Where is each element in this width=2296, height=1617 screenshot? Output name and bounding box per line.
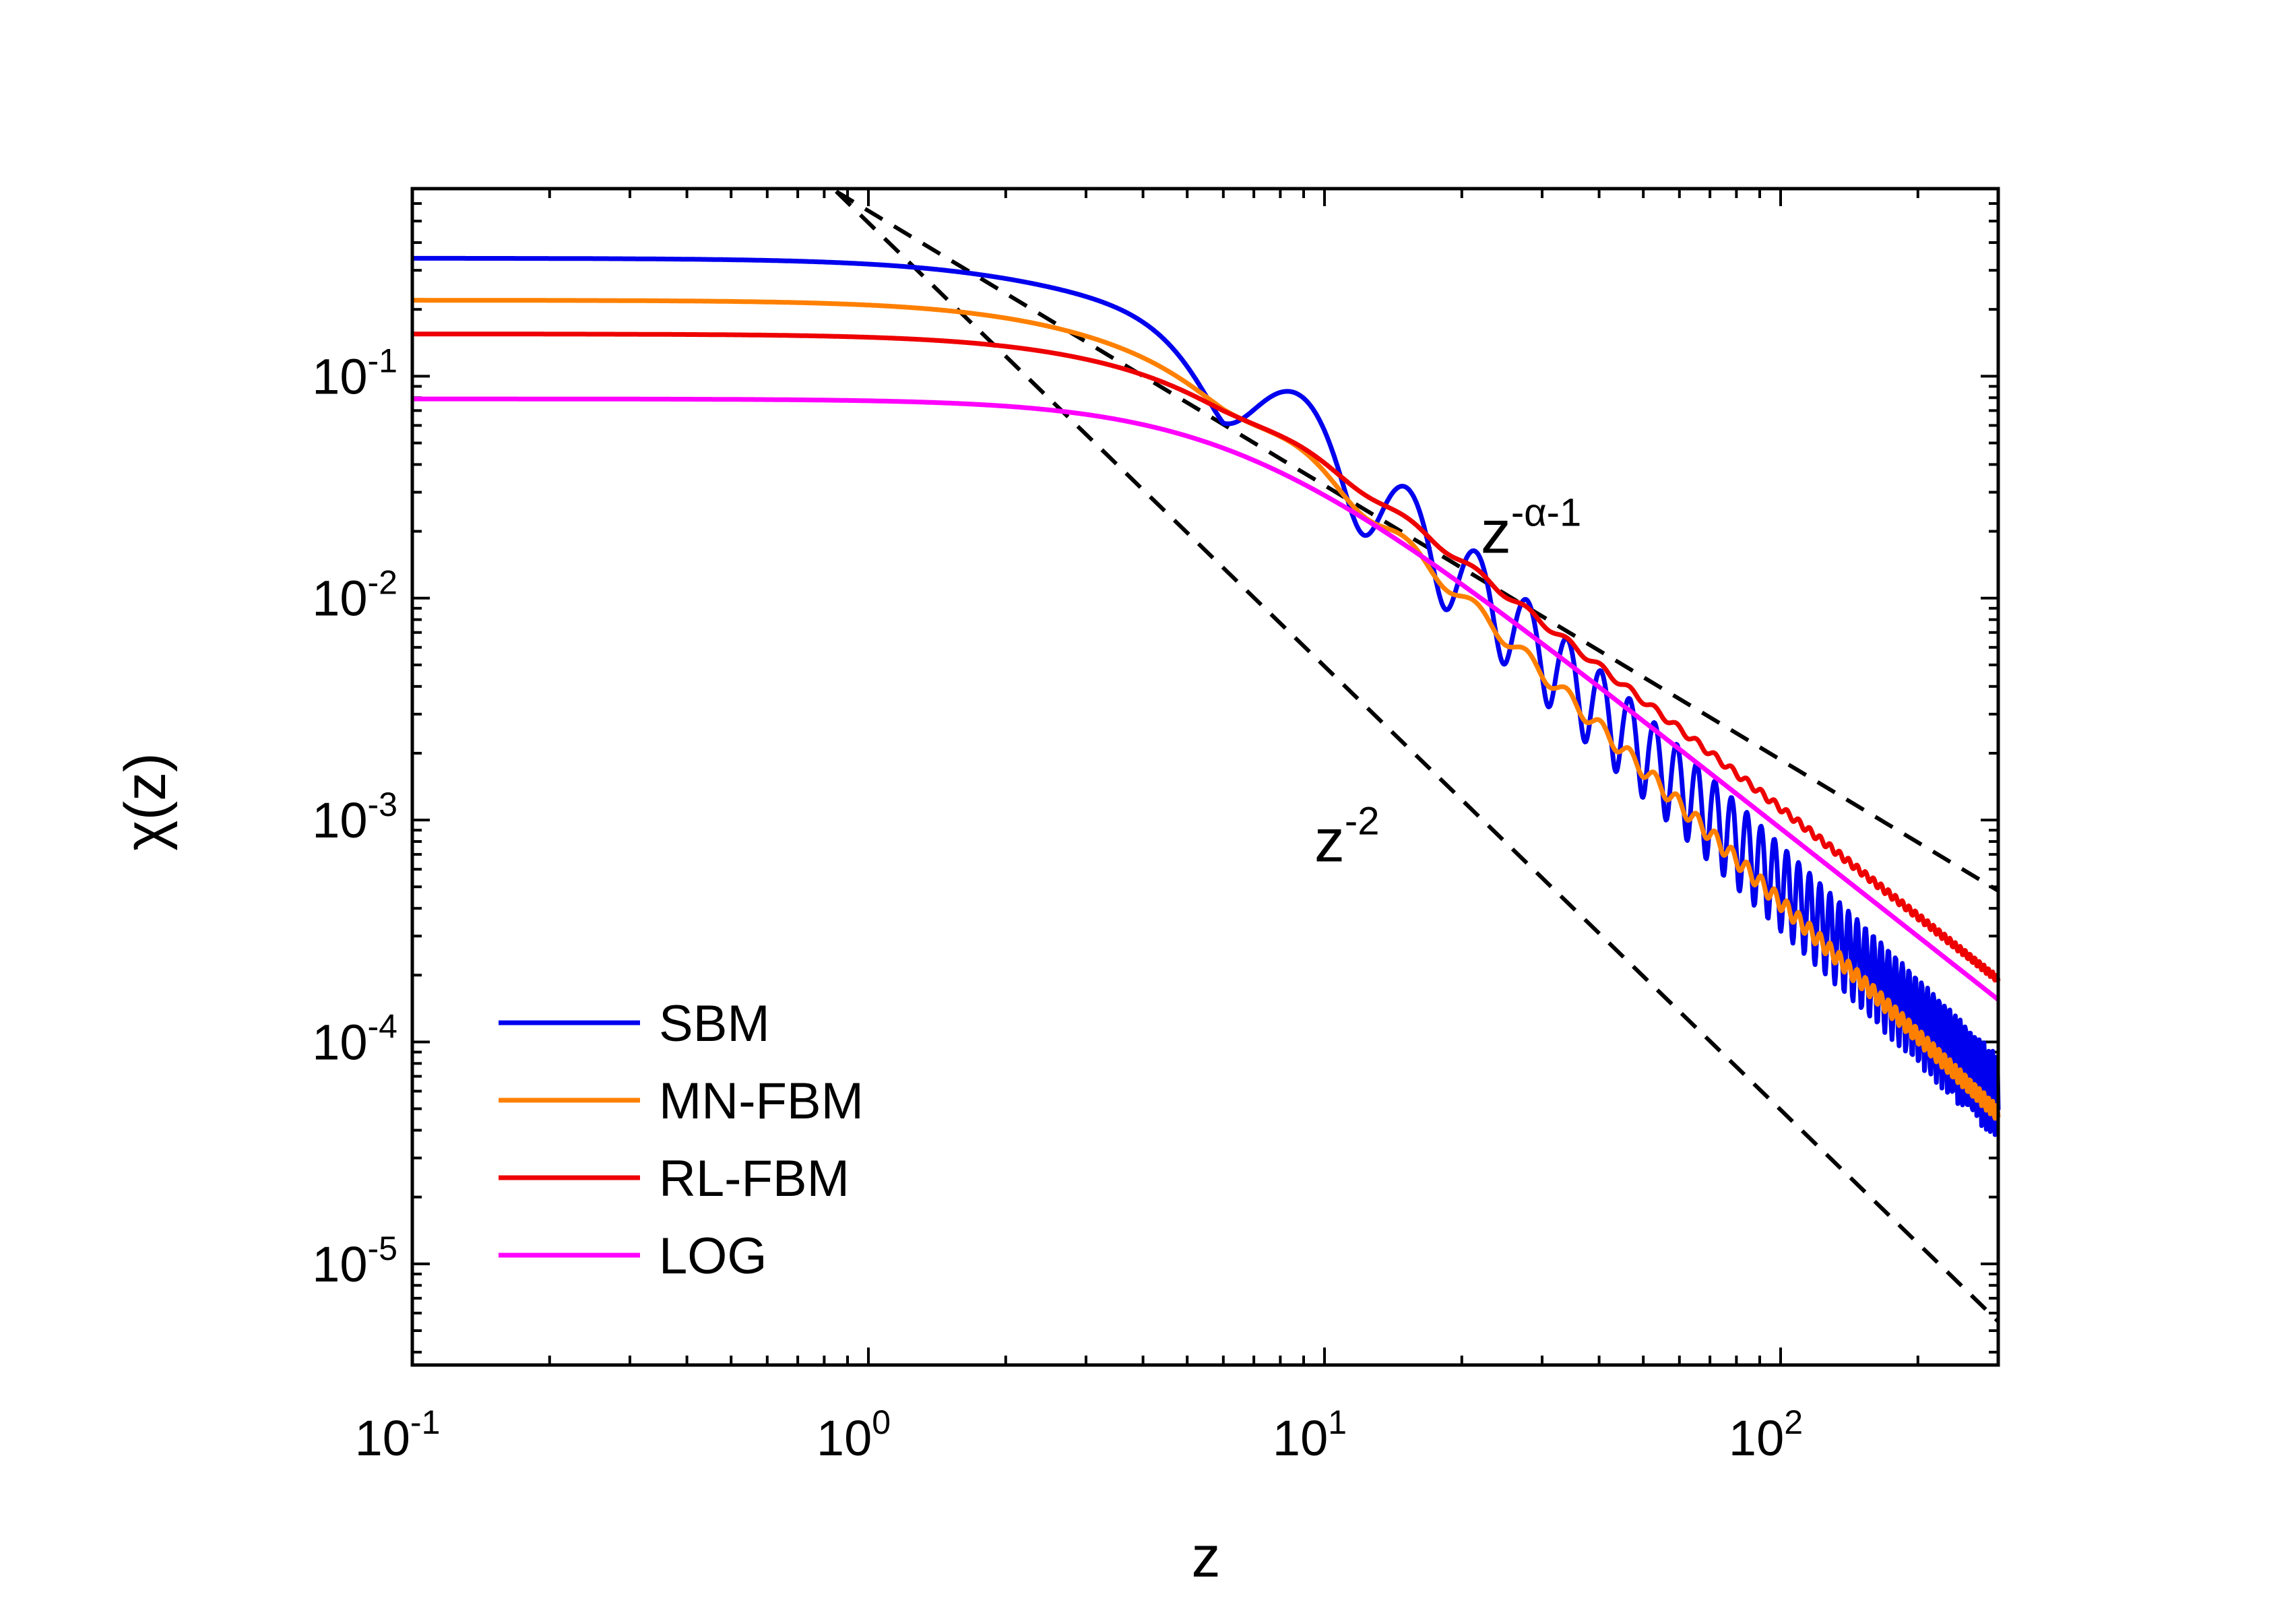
annotations: z-α-1 z-2: [1314, 490, 1581, 875]
data-series: [410, 255, 2001, 1137]
x-tick-label: 102: [1729, 1403, 1803, 1466]
series-line-rl-fbm: [410, 331, 2001, 983]
reference-lines: [835, 189, 2000, 1323]
y-tick-label: 10-1: [312, 342, 397, 404]
plot-frame: [410, 187, 2000, 1367]
reference-line: [835, 189, 2000, 1323]
reference-line: [835, 189, 2000, 893]
power-law-annotation: z-2: [1314, 800, 1380, 875]
series-line-mn-fbm: [410, 298, 2001, 1121]
legend-label: LOG: [659, 1228, 767, 1285]
x-tick-label: 101: [1273, 1403, 1347, 1466]
legend: SBM MN-FBM RL-FBM LOG: [499, 995, 864, 1285]
y-axis-title: χ(z): [113, 753, 178, 850]
tick-marks: [411, 189, 2000, 1365]
x-tick-labels: 10-1 100 101 102: [355, 1403, 1803, 1466]
series-line-log: [410, 396, 2000, 1002]
legend-label: RL-FBM: [659, 1150, 850, 1207]
y-tick-label: 10-3: [312, 786, 397, 848]
series-line-sbm: [410, 255, 2001, 1137]
legend-label: SBM: [659, 995, 770, 1052]
y-tick-labels: 10-1 10-2 10-3 10-4 10-5: [312, 342, 397, 1292]
power-law-annotation: z-α-1: [1481, 490, 1581, 566]
x-tick-label: 10-1: [355, 1403, 441, 1466]
x-axis-title: z: [1192, 1525, 1221, 1589]
x-tick-label: 100: [817, 1403, 891, 1466]
y-tick-label: 10-4: [312, 1007, 397, 1070]
legend-label: MN-FBM: [659, 1073, 864, 1130]
y-tick-label: 10-2: [312, 564, 397, 627]
y-tick-label: 10-5: [312, 1230, 397, 1292]
